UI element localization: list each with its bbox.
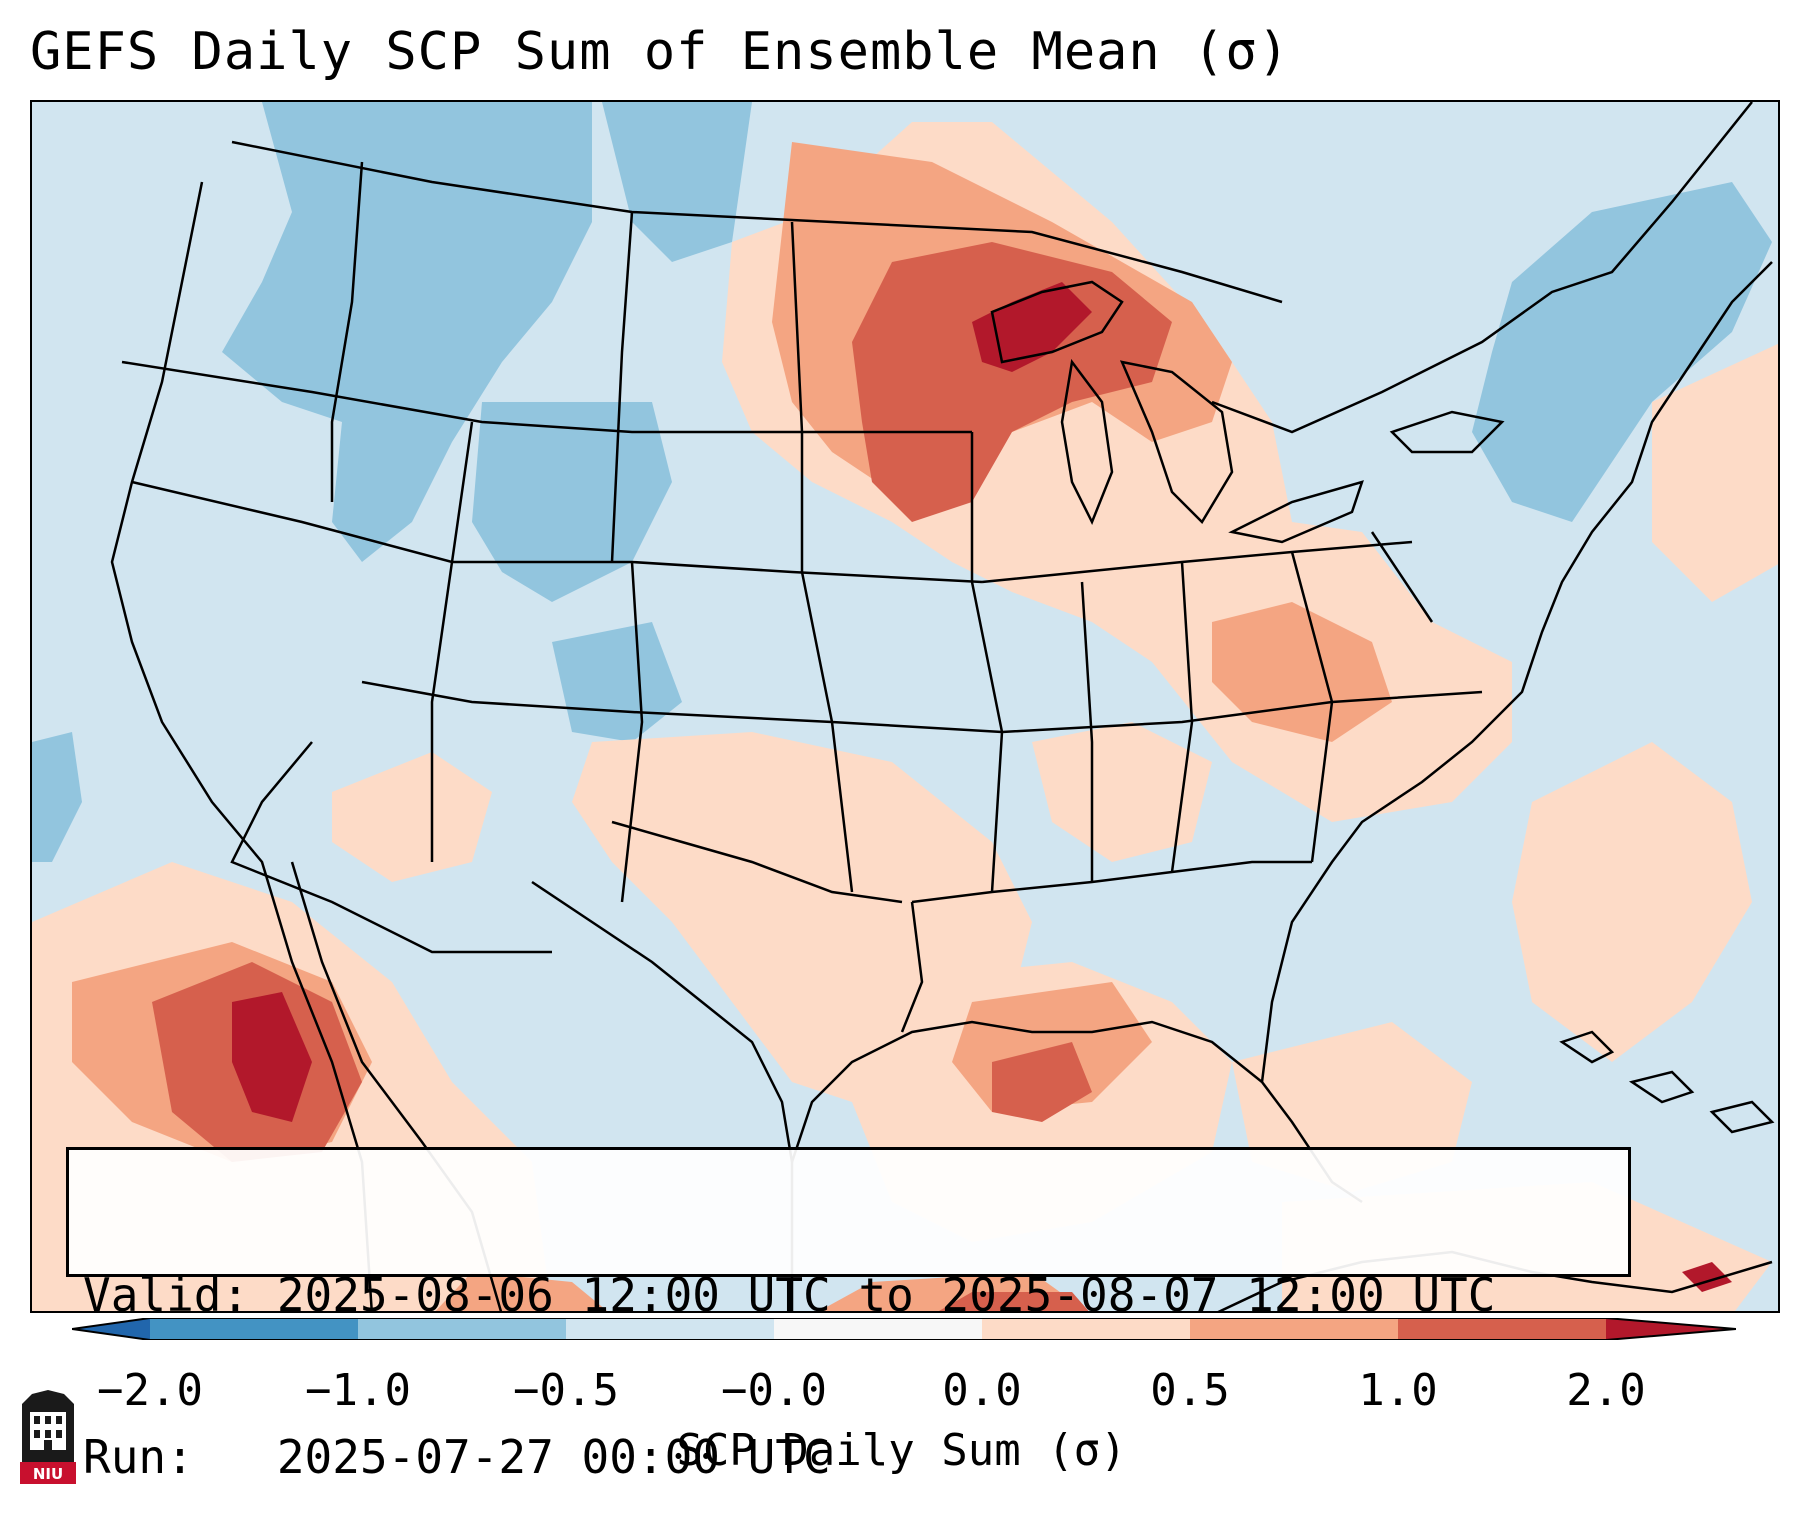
valid-time-text: Valid: 2025-08-06 12:00 UTC to 2025-08-0… <box>83 1268 1496 1322</box>
colorbar-extend-low <box>72 1318 150 1340</box>
colorbar-extend-high <box>1606 1318 1736 1340</box>
colorbar-tick-label: 2.0 <box>1566 1365 1646 1416</box>
colorbar-bin-1 <box>150 1318 358 1340</box>
colorbar-bin-4 <box>774 1318 982 1340</box>
niu-logo-banner <box>20 1462 76 1484</box>
anomaly-field-mid-blue <box>32 102 1772 862</box>
colorbar-tick-label: −1.0 <box>305 1365 411 1416</box>
map-title: GEFS Daily SCP Sum of Ensemble Mean (σ) <box>30 22 1290 82</box>
niu-logo-icon: NIU <box>20 1390 76 1484</box>
scp-anomaly-map <box>32 102 1778 1311</box>
caribbean-islands <box>1559 1030 1775 1134</box>
niu-logo-text: NIU <box>33 1465 63 1483</box>
colorbar-bin-7 <box>1398 1318 1606 1340</box>
colorbar <box>72 1318 1736 1340</box>
run-time-text: Run: 2025-07-27 00:00 UTC <box>83 1430 831 1484</box>
colorbar-label: SCP Daily Sum (σ) <box>676 1425 1127 1476</box>
colorbar-bin-2 <box>358 1318 566 1340</box>
colorbar-tick-label: −2.0 <box>97 1365 203 1416</box>
colorbar-tick-label: 0.5 <box>1150 1365 1230 1416</box>
valid-run-info-box: Valid: 2025-08-06 12:00 UTC to 2025-08-0… <box>66 1147 1631 1484</box>
colorbar-bin-6 <box>1190 1318 1398 1340</box>
colorbar-tick-label: −0.0 <box>721 1365 827 1416</box>
political-boundaries <box>121 102 1753 1033</box>
great-lakes <box>990 280 1505 544</box>
colorbar-bin-3 <box>566 1318 774 1340</box>
colorbar-tick-label: 1.0 <box>1358 1365 1438 1416</box>
map-panel[interactable] <box>30 100 1780 1313</box>
colorbar-tick-label: 0.0 <box>942 1365 1022 1416</box>
colorbar-bin-5 <box>982 1318 1190 1340</box>
colorbar-tick-label: −0.5 <box>513 1365 619 1416</box>
